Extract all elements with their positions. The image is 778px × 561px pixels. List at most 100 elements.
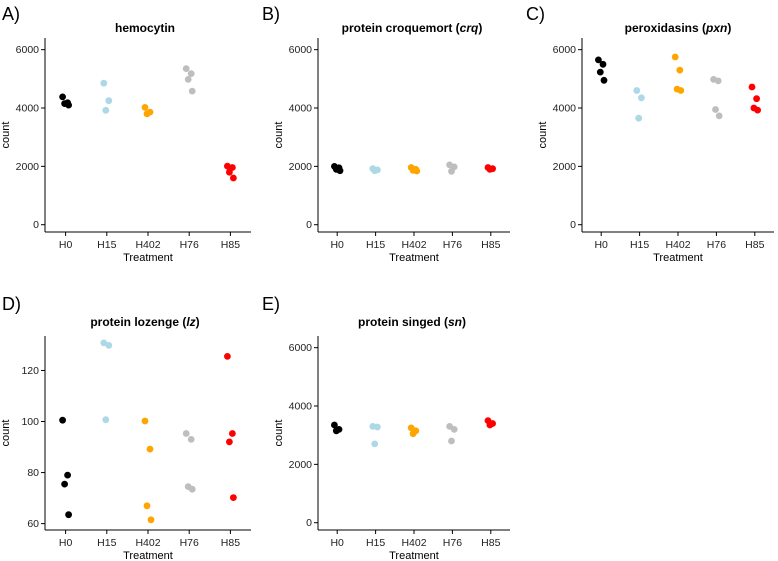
- data-point-h85: [486, 421, 494, 429]
- x-tick-label: H0: [330, 537, 344, 549]
- panel-label: E): [262, 294, 280, 314]
- x-axis-label: Treatment: [123, 550, 173, 561]
- data-point-h15: [105, 342, 113, 349]
- x-tick-label: H85: [481, 239, 500, 251]
- data-point-h76: [187, 436, 195, 443]
- y-axis-label: count: [273, 420, 285, 447]
- x-tick-label: H76: [180, 537, 199, 549]
- data-point-h0: [600, 76, 608, 84]
- y-tick-label: 0: [33, 219, 39, 231]
- y-tick-label: 0: [306, 517, 312, 529]
- data-point-h15: [638, 94, 645, 102]
- x-tick-label: H85: [481, 537, 500, 549]
- data-point-h76: [188, 87, 196, 95]
- data-point-h402: [147, 516, 155, 524]
- data-point-h85: [748, 83, 756, 91]
- data-point-h0: [64, 471, 71, 479]
- data-point-h76: [714, 77, 722, 85]
- y-tick-label: 2000: [553, 161, 577, 173]
- data-point-h76: [188, 485, 196, 493]
- chart-title: peroxidasins (pxn): [625, 21, 732, 35]
- data-point-h0: [331, 421, 338, 429]
- data-point-h15: [100, 79, 108, 87]
- x-tick-label: H402: [135, 239, 160, 251]
- data-point-h85: [226, 168, 233, 176]
- data-point-h0: [595, 56, 602, 64]
- x-tick-label: H0: [330, 239, 344, 251]
- data-point-h76: [187, 70, 195, 77]
- panel-label: C): [526, 4, 545, 24]
- chart-title: hemocytin: [115, 21, 175, 35]
- x-tick-label: H0: [59, 239, 73, 251]
- data-point-h402: [141, 104, 149, 111]
- y-axis-label: count: [0, 420, 12, 447]
- x-tick-label: H85: [221, 537, 240, 549]
- panel-label: A): [2, 4, 20, 24]
- data-point-h15: [635, 114, 643, 122]
- chart-title: protein croquemort (crq): [342, 21, 483, 35]
- x-tick-label: H15: [97, 239, 116, 251]
- x-tick-label: H0: [594, 239, 608, 251]
- x-tick-label: H0: [59, 537, 73, 549]
- x-tick-label: H85: [745, 239, 764, 251]
- y-tick-label: 2000: [16, 161, 40, 173]
- panel-c: C) peroxidasins (pxn) 0 2000 4000 6000 H0 H15 H4…: [526, 4, 774, 264]
- x-tick-label: H402: [665, 239, 690, 251]
- y-tick-label: 4000: [16, 103, 40, 115]
- data-point-h85: [229, 430, 236, 437]
- data-point-h0: [332, 427, 340, 435]
- y-tick-label: 4000: [289, 103, 313, 115]
- data-point-h0: [61, 480, 68, 488]
- data-point-h0: [65, 101, 72, 109]
- data-point-h85: [754, 106, 761, 114]
- y-axis-label: count: [273, 122, 285, 149]
- panel-d: D) protein lozenge (lz) 60 80 100 120 H0 H15 H40…: [0, 294, 251, 561]
- x-tick-label: H15: [366, 239, 385, 251]
- data-point-h15: [371, 167, 379, 175]
- x-tick-label: H15: [630, 239, 649, 251]
- y-tick-label: 6000: [289, 342, 313, 354]
- data-point-h0: [596, 68, 604, 76]
- x-tick-label: H402: [401, 537, 426, 549]
- data-point-h76: [715, 112, 723, 120]
- data-point-h15: [105, 97, 113, 105]
- data-point-h0: [599, 60, 607, 68]
- data-point-h76: [712, 106, 719, 113]
- y-tick-label: 80: [27, 467, 39, 479]
- data-point-h402: [143, 110, 151, 118]
- y-tick-label: 0: [306, 219, 312, 231]
- x-tick-label: H402: [401, 239, 426, 251]
- x-axis-label: Treatment: [389, 550, 439, 561]
- y-axis-label: count: [537, 122, 549, 149]
- panel-label: B): [262, 4, 280, 24]
- x-tick-label: H76: [180, 239, 199, 251]
- data-point-h0: [59, 93, 66, 101]
- data-point-h0: [336, 167, 344, 175]
- y-tick-label: 6000: [289, 44, 313, 56]
- x-tick-label: H85: [221, 239, 240, 251]
- x-axis-label: Treatment: [653, 252, 703, 264]
- data-point-h402: [413, 167, 421, 175]
- data-point-h402: [677, 87, 685, 94]
- data-point-h402: [143, 502, 151, 510]
- data-point-h76: [448, 167, 455, 175]
- chart-title: protein lozenge (lz): [90, 315, 199, 329]
- data-point-h15: [633, 87, 641, 94]
- y-tick-label: 2000: [289, 161, 313, 173]
- data-point-h0: [59, 416, 66, 424]
- y-tick-label: 4000: [289, 401, 313, 413]
- data-point-h76: [448, 437, 455, 445]
- y-tick-label: 6000: [16, 44, 40, 56]
- x-tick-label: H76: [443, 537, 462, 549]
- x-tick-label: H76: [443, 239, 462, 251]
- y-tick-label: 2000: [289, 459, 313, 471]
- data-point-h15: [102, 106, 110, 114]
- data-point-h76: [182, 430, 190, 437]
- x-tick-label: H402: [135, 537, 160, 549]
- data-point-h402: [409, 430, 417, 438]
- data-point-h402: [671, 53, 679, 61]
- data-point-h85: [230, 494, 237, 501]
- data-point-h76: [184, 76, 192, 83]
- y-tick-label: 100: [21, 416, 39, 428]
